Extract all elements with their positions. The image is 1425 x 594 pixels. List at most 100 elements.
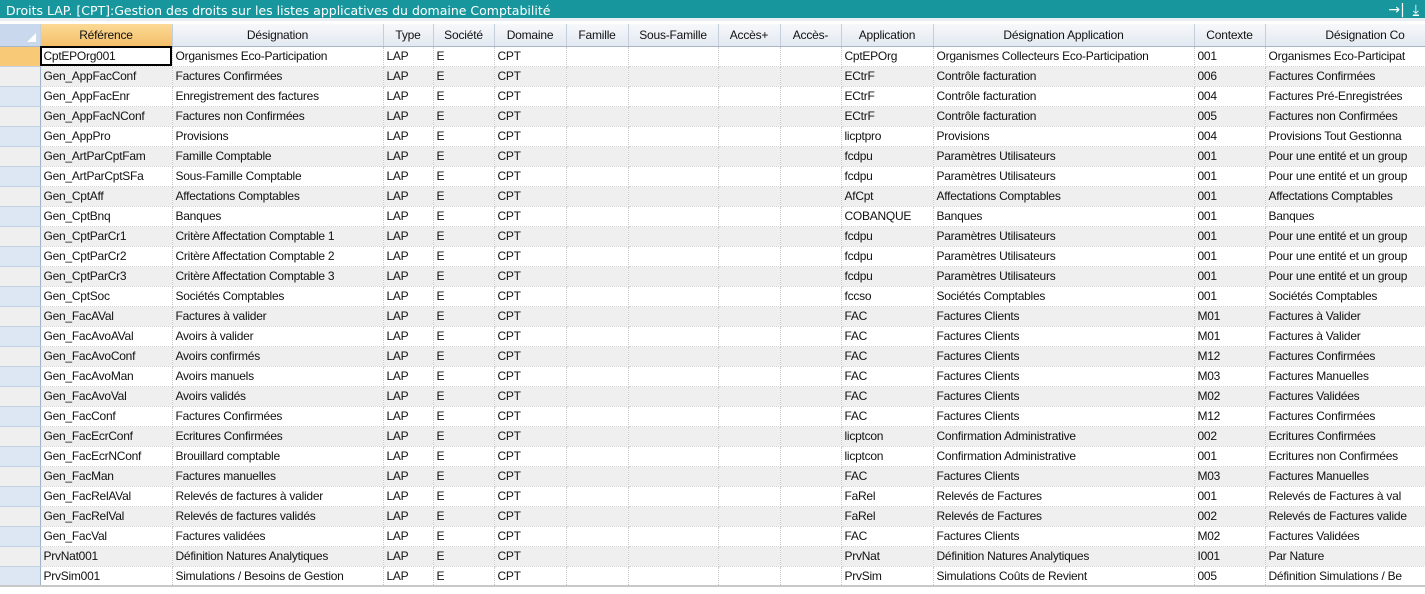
table-row[interactable]: PrvNat001 Définition Natures Analytiques L… [0,546,1425,567]
cell-type[interactable]: LAP [383,166,434,187]
cell-famille[interactable] [566,386,629,407]
cell-domaine[interactable]: CPT [494,206,567,227]
cell-designation-application[interactable]: Confirmation Administrative [933,426,1195,447]
cell-societe[interactable]: E [433,346,495,367]
cell-designation-application[interactable]: Contrôle facturation [933,86,1195,107]
download-icon[interactable]: ⤓ [1412,2,1419,18]
cell-sous-famille[interactable] [628,446,719,467]
cell-societe[interactable]: E [433,466,495,487]
cell-domaine[interactable]: CPT [494,566,567,587]
cell-type[interactable]: LAP [383,306,434,327]
cell-acces-plus[interactable] [718,286,781,307]
table-row[interactable]: Gen_FacVal Factures validées LAP E CPT FAC Fac… [0,526,1425,547]
cell-domaine[interactable]: CPT [494,246,567,267]
cell-famille[interactable] [566,46,629,67]
cell-famille[interactable] [566,286,629,307]
cell-type[interactable]: LAP [383,106,434,127]
cell-acces-plus[interactable] [718,346,781,367]
cell-acces-moins[interactable] [780,546,842,567]
cell-acces-plus[interactable] [718,126,781,147]
cell-sous-famille[interactable] [628,526,719,547]
cell-societe[interactable]: E [433,566,495,587]
cell-acces-plus[interactable] [718,226,781,247]
cell-designation-contexte[interactable]: Relevés de Factures à val [1265,486,1425,507]
cell-contexte[interactable]: 006 [1194,66,1266,87]
cell-designation-application[interactable]: Paramètres Utilisateurs [933,266,1195,287]
cell-societe[interactable]: E [433,46,495,67]
cell-reference[interactable]: Gen_AppPro [40,126,173,147]
cell-type[interactable]: LAP [383,86,434,107]
cell-type[interactable]: LAP [383,506,434,527]
cell-domaine[interactable]: CPT [494,226,567,247]
cell-acces-moins[interactable] [780,526,842,547]
cell-designation-application[interactable]: Affectations Comptables [933,186,1195,207]
cell-acces-plus[interactable] [718,46,781,67]
cell-application[interactable]: FAC [841,386,934,407]
cell-domaine[interactable]: CPT [494,366,567,387]
cell-reference[interactable]: Gen_CptSoc [40,286,173,307]
cell-reference[interactable]: Gen_FacRelVal [40,506,173,527]
cell-sous-famille[interactable] [628,466,719,487]
cell-reference[interactable]: Gen_FacRelAVal [40,486,173,507]
cell-application[interactable]: FaRel [841,506,934,527]
column-header-acces-moins[interactable]: Accès- [780,24,842,47]
cell-societe[interactable]: E [433,66,495,87]
cell-societe[interactable]: E [433,386,495,407]
cell-type[interactable]: LAP [383,426,434,447]
cell-domaine[interactable]: CPT [494,386,567,407]
cell-type[interactable]: LAP [383,346,434,367]
cell-application[interactable]: FAC [841,346,934,367]
cell-societe[interactable]: E [433,366,495,387]
cell-designation-contexte[interactable]: Affectations Comptables [1265,186,1425,207]
cell-application[interactable]: COBANQUE [841,206,934,227]
cell-acces-plus[interactable] [718,206,781,227]
cell-domaine[interactable]: CPT [494,546,567,567]
cell-reference[interactable]: Gen_ArtParCptFam [40,146,173,167]
cell-reference[interactable]: Gen_CptParCr3 [40,266,173,287]
cell-contexte[interactable]: M03 [1194,466,1266,487]
cell-designation-application[interactable]: Factures Clients [933,326,1195,347]
cell-designation[interactable]: Relevés de factures à valider [172,486,384,507]
table-row[interactable]: Gen_CptParCr3 Critère Affectation Comptab… [0,266,1425,287]
table-row[interactable]: CptEPOrg001 Organismes Eco-Participation L… [0,46,1425,67]
cell-application[interactable]: FAC [841,306,934,327]
cell-designation-application[interactable]: Factures Clients [933,386,1195,407]
cell-designation-contexte[interactable]: Organismes Eco-Participat [1265,46,1425,67]
cell-application[interactable]: AfCpt [841,186,934,207]
cell-famille[interactable] [566,506,629,527]
table-row[interactable]: Gen_FacAVal Factures à valider LAP E CPT FAC F… [0,306,1425,327]
cell-contexte[interactable]: 004 [1194,126,1266,147]
column-header-famille[interactable]: Famille [566,24,629,47]
cell-famille[interactable] [566,86,629,107]
cell-designation-contexte[interactable]: Factures Confirmées [1265,66,1425,87]
cell-designation-application[interactable]: Factures Clients [933,466,1195,487]
cell-acces-plus[interactable] [718,486,781,507]
cell-designation-application[interactable]: Provisions [933,126,1195,147]
cell-domaine[interactable]: CPT [494,86,567,107]
cell-contexte[interactable]: 001 [1194,246,1266,267]
table-row[interactable]: Gen_FacRelAVal Relevés de factures à vali… [0,486,1425,507]
column-header-type[interactable]: Type [383,24,434,47]
cell-designation-application[interactable]: Banques [933,206,1195,227]
cell-acces-moins[interactable] [780,426,842,447]
cell-designation[interactable]: Factures Confirmées [172,406,384,427]
cell-sous-famille[interactable] [628,426,719,447]
cell-sous-famille[interactable] [628,386,719,407]
cell-type[interactable]: LAP [383,206,434,227]
cell-designation[interactable]: Relevés de factures validés [172,506,384,527]
cell-societe[interactable]: E [433,186,495,207]
cell-designation-application[interactable]: Factures Clients [933,406,1195,427]
cell-sous-famille[interactable] [628,206,719,227]
cell-societe[interactable]: E [433,306,495,327]
cell-famille[interactable] [566,566,629,587]
cell-societe[interactable]: E [433,206,495,227]
cell-domaine[interactable]: CPT [494,286,567,307]
cell-societe[interactable]: E [433,226,495,247]
column-header-reference[interactable]: Référence [40,24,173,47]
cell-acces-plus[interactable] [718,266,781,287]
cell-type[interactable]: LAP [383,246,434,267]
row-selector[interactable] [0,146,41,167]
table-row[interactable]: Gen_ArtParCptFam Famille Comptable LAP E CPT… [0,146,1425,167]
cell-contexte[interactable]: M03 [1194,366,1266,387]
cell-type[interactable]: LAP [383,466,434,487]
